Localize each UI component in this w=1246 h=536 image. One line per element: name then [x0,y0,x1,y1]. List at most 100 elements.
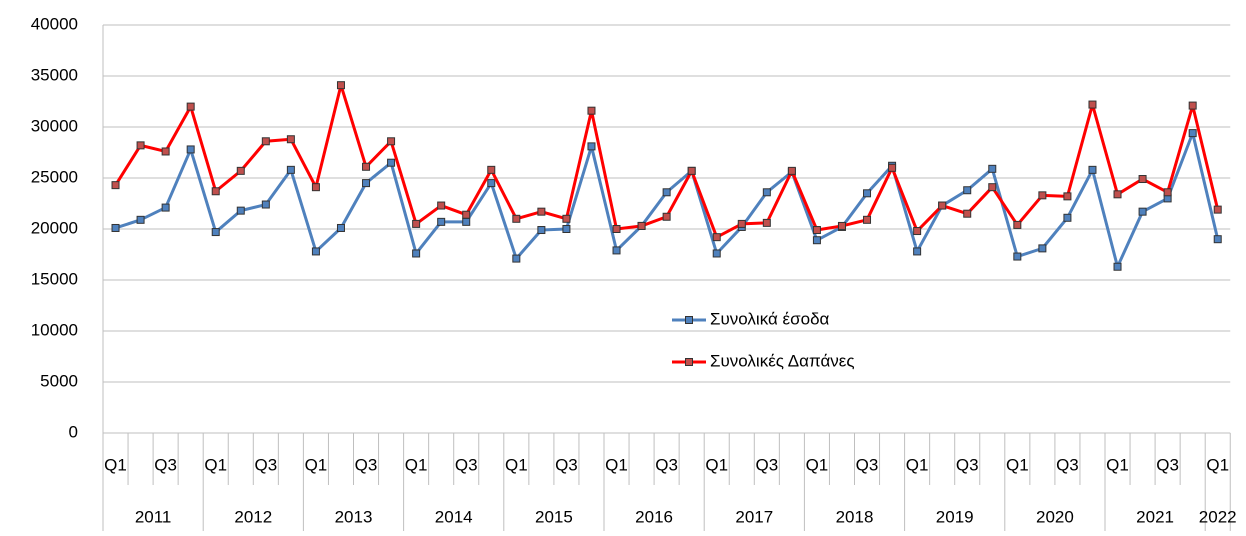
marker [1188,101,1197,110]
marker [787,166,796,175]
x-tick-label: Q3 [856,455,879,474]
marker [512,214,521,223]
legend-marker [685,316,693,324]
marker [712,249,721,258]
marker [161,147,170,156]
x-tick-label: Q3 [455,455,478,474]
x-group-label: 2016 [635,507,673,526]
marker [863,189,872,198]
marker [913,227,922,236]
marker [286,165,295,174]
marker [336,223,345,232]
marker [938,201,947,210]
marker [562,225,571,233]
x-tick-label: Q1 [705,455,728,474]
marker [1013,220,1022,229]
marker [1063,213,1072,222]
x-tick-label: Q1 [1006,455,1029,474]
marker [412,219,421,228]
x-group-label: 2011 [135,507,172,526]
marker [286,135,295,144]
x-tick-label: Q3 [755,455,778,474]
x-tick-label: Q1 [405,455,428,474]
marker [963,186,972,195]
x-group-label: 2019 [936,507,974,526]
marker [1013,252,1022,261]
x-group-label: 2013 [335,507,373,526]
marker [387,158,396,167]
marker [712,233,721,242]
marker [462,217,471,226]
marker [437,217,446,226]
x-tick-label: Q3 [355,455,378,474]
x-tick-label: Q1 [806,455,829,474]
marker [762,188,771,197]
marker [1138,175,1147,184]
marker [1113,262,1122,271]
marker [261,200,270,209]
marker [512,254,521,263]
marker [186,102,195,111]
x-tick-label: Q3 [1156,455,1179,474]
marker [261,137,270,146]
marker [362,179,371,188]
marker [362,162,371,171]
marker [1088,165,1097,174]
marker [863,215,872,224]
marker [1038,191,1047,200]
marker [537,207,546,216]
marker [587,106,596,115]
marker [662,188,671,197]
y-tick-label: 10000 [31,320,78,339]
marker [1213,235,1222,244]
y-tick-label: 35000 [31,65,78,84]
legend-marker [685,358,693,366]
marker [136,141,145,150]
x-tick-label: Q1 [1206,455,1229,474]
marker [236,166,245,175]
marker [1088,100,1097,109]
y-tick-label: 30000 [31,116,78,135]
marker [1213,205,1222,214]
marker [888,163,897,172]
marker [236,206,245,215]
x-group-label: 2017 [735,507,773,526]
y-tick-label: 25000 [31,167,78,186]
x-group-label: 2012 [234,507,272,526]
x-group-label: 2021 [1136,507,1174,526]
marker [1188,129,1197,138]
x-tick-label: Q1 [605,455,628,474]
marker [111,181,120,190]
x-group-label: 2020 [1036,507,1074,526]
marker [537,226,546,235]
marker [412,249,421,258]
marker [587,142,596,151]
y-tick-label: 0 [69,422,78,441]
marker [612,225,621,233]
y-tick-label: 20000 [31,218,78,237]
marker [1138,207,1147,216]
marker [336,81,345,90]
x-tick-label: Q1 [906,455,929,474]
marker [111,223,120,232]
marker [687,166,696,175]
x-group-label: 2014 [435,507,473,526]
marker [311,247,320,256]
marker [1063,192,1072,201]
marker [963,209,972,218]
x-tick-label: Q1 [305,455,328,474]
marker [186,145,195,154]
y-tick-label: 15000 [31,269,78,288]
legend-label: Συνολικά έσοδα [710,309,830,328]
y-tick-label: 40000 [31,14,78,33]
legend-label: Συνολικές Δαπάνες [710,351,855,370]
marker [737,219,746,228]
marker [161,203,170,212]
x-tick-label: Q3 [655,455,678,474]
x-tick-label: Q3 [1056,455,1079,474]
marker [812,236,821,245]
x-tick-label: Q3 [555,455,578,474]
x-tick-label: Q3 [956,455,979,474]
